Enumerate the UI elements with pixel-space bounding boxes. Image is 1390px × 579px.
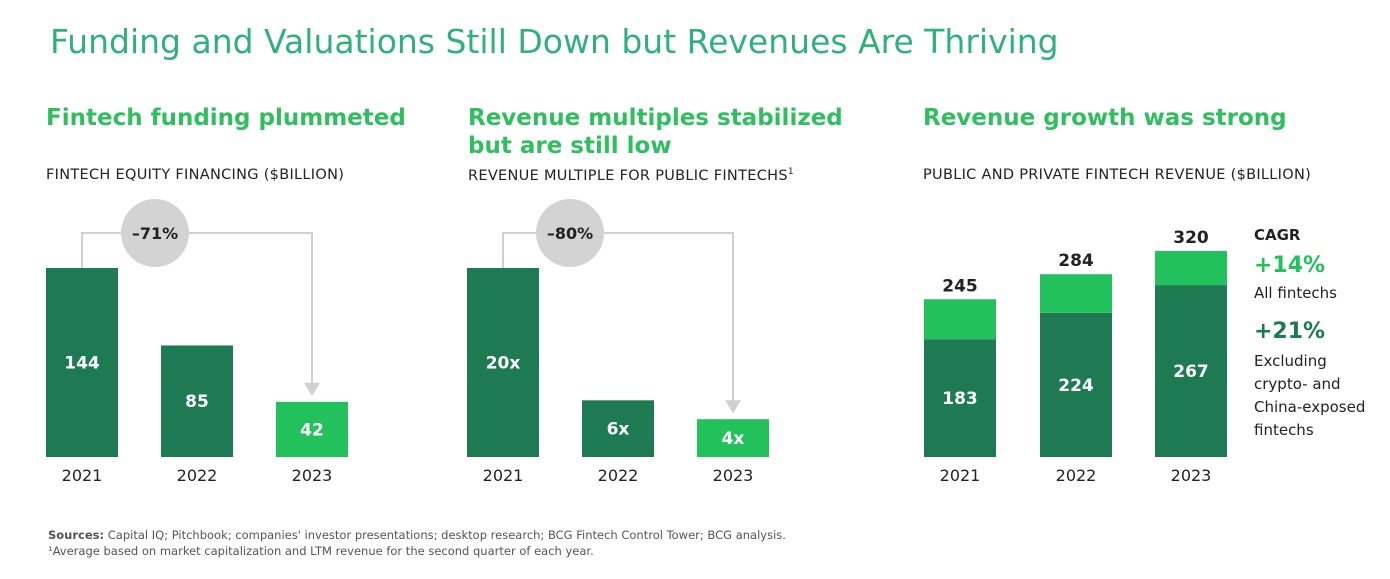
bar-2022 bbox=[161, 345, 233, 457]
x-tick-label: 2021 bbox=[62, 466, 103, 485]
x-tick-label: 2023 bbox=[292, 466, 333, 485]
cagr-excl-desc-line: fintechs bbox=[1254, 421, 1314, 439]
cagr-label: CAGR bbox=[1254, 226, 1301, 244]
change-label: –71% bbox=[132, 224, 178, 243]
bar-2021 bbox=[46, 268, 118, 457]
x-tick-label: 2023 bbox=[1171, 466, 1212, 485]
x-tick-label: 2022 bbox=[177, 466, 218, 485]
change-label: –80% bbox=[547, 224, 593, 243]
bar-2021 bbox=[467, 268, 539, 457]
bar-value-label: 42 bbox=[300, 420, 324, 440]
panel-2-heading: Revenue multiples stabilized but are sti… bbox=[468, 104, 843, 160]
bar-value-label: 224 bbox=[1058, 376, 1094, 396]
cagr-excl-desc-line: crypto- and bbox=[1254, 375, 1341, 393]
cagr-excl-desc: Excluding crypto- and China-exposed fint… bbox=[1254, 350, 1365, 442]
bar-2022 bbox=[582, 400, 654, 457]
bar-value-label: 267 bbox=[1173, 362, 1209, 382]
change-arrow-line bbox=[502, 232, 734, 403]
arrow-head-icon bbox=[725, 400, 741, 414]
bar-2023 bbox=[276, 401, 348, 457]
sources-text: Capital IQ; Pitchbook; companies' invest… bbox=[104, 528, 786, 542]
cagr-excl-desc-line: Excluding bbox=[1254, 352, 1327, 370]
change-bubble bbox=[536, 199, 604, 267]
x-tick-label: 2021 bbox=[483, 466, 524, 485]
x-tick-label: 2022 bbox=[1056, 466, 1097, 485]
panel-2-subtitle: REVENUE MULTIPLE FOR PUBLIC FINTECHS1 bbox=[468, 167, 794, 184]
arrow-head-icon bbox=[304, 382, 320, 396]
bar-value-label: 144 bbox=[64, 354, 100, 374]
panel-1-subtitle: FINTECH EQUITY FINANCING ($BILLION) bbox=[46, 167, 345, 183]
change-arrow-line bbox=[81, 232, 313, 385]
panel-2-subtitle-text: REVENUE MULTIPLE FOR PUBLIC FINTECHS bbox=[468, 167, 788, 184]
bar-total-label: 245 bbox=[942, 276, 978, 296]
bar-value-label: 85 bbox=[185, 392, 209, 412]
panel-3-subtitle: PUBLIC AND PRIVATE FINTECH REVENUE ($BIL… bbox=[923, 167, 1312, 183]
cagr-excl-value: +21% bbox=[1254, 319, 1326, 344]
panel-1-heading: Fintech funding plummeted bbox=[46, 105, 406, 131]
page-title: Funding and Valuations Still Down but Re… bbox=[50, 22, 1059, 61]
panel-2-heading-line1: Revenue multiples stabilized bbox=[468, 105, 843, 131]
footnote-text: ¹Average based on market capitalization … bbox=[48, 544, 594, 558]
footnote-marker: 1 bbox=[787, 167, 794, 177]
bar-total-label: 320 bbox=[1173, 228, 1209, 248]
cagr-excl-desc-line: China-exposed bbox=[1254, 398, 1366, 416]
bar-value-label: 4x bbox=[722, 429, 745, 449]
stack-bar-dark-2021 bbox=[924, 339, 996, 457]
x-tick-label: 2022 bbox=[598, 466, 639, 485]
stack-bar-light-2023 bbox=[1155, 251, 1227, 286]
sources-label: Sources: bbox=[48, 528, 105, 542]
x-tick-label: 2021 bbox=[940, 466, 981, 485]
stack-bar-dark-2022 bbox=[1040, 312, 1112, 457]
sources-note: Sources: Capital IQ; Pitchbook; companie… bbox=[48, 527, 786, 559]
bar-value-label: 183 bbox=[942, 389, 978, 409]
stack-bar-light-2022 bbox=[1040, 274, 1112, 313]
bar-value-label: 6x bbox=[607, 420, 630, 440]
bar-value-label: 20x bbox=[486, 354, 521, 374]
bar-2023 bbox=[697, 419, 769, 457]
bar-total-label: 284 bbox=[1058, 251, 1094, 271]
x-tick-label: 2023 bbox=[713, 466, 754, 485]
panel-2-heading-line2: but are still low bbox=[468, 133, 672, 159]
stack-bar-dark-2023 bbox=[1155, 285, 1227, 457]
panel-3-heading: Revenue growth was strong bbox=[923, 105, 1287, 131]
stack-bar-light-2021 bbox=[924, 299, 996, 340]
cagr-all-value: +14% bbox=[1254, 253, 1326, 278]
change-bubble bbox=[121, 199, 189, 267]
cagr-all-desc: All fintechs bbox=[1254, 284, 1337, 302]
